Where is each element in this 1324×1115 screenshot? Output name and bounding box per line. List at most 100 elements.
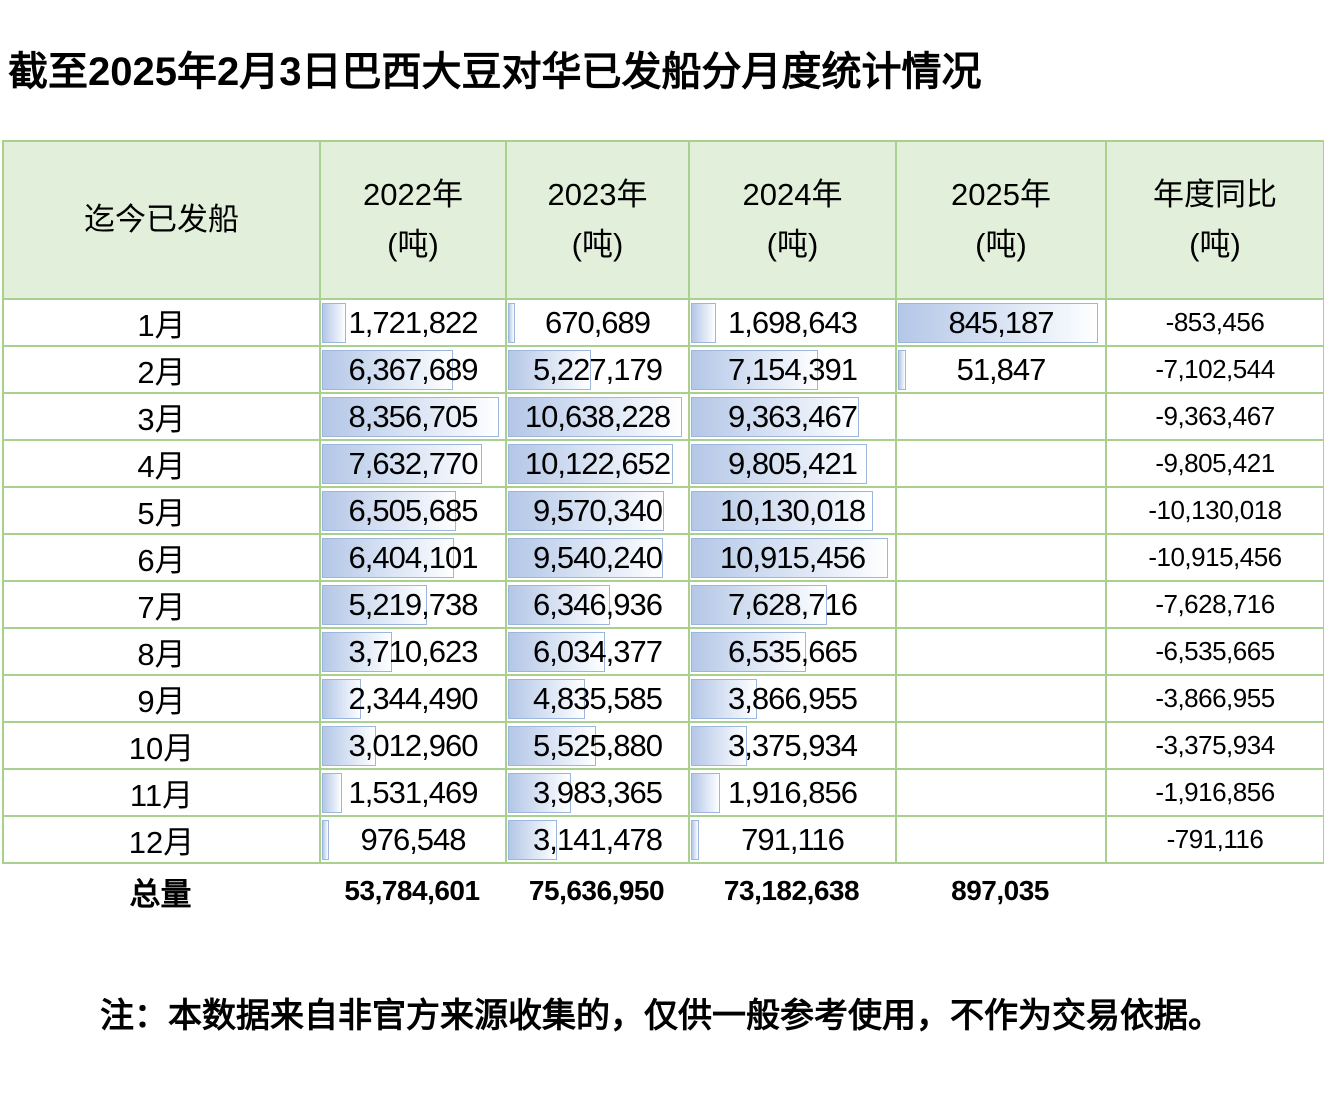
yoy-cell: -10,130,018	[1105, 486, 1324, 535]
month-cell: 4月	[2, 439, 321, 488]
table-row: 6月 6,404,101 9,540,240 10,915,456 -10,915,45…	[2, 533, 1324, 582]
cell-value: 6,346,936	[533, 586, 663, 622]
value-cell: 9,570,340	[505, 486, 690, 535]
cell-value: 670,689	[544, 304, 651, 340]
data-bar	[322, 819, 330, 860]
data-bar	[691, 302, 716, 343]
value-cell: 6,034,377	[505, 627, 690, 676]
data-bar	[691, 819, 700, 860]
value-cell	[895, 580, 1107, 629]
cell-value: 3,983,365	[533, 774, 663, 810]
cell-value: 10,122,652	[524, 445, 671, 481]
value-cell: 51,847	[895, 345, 1107, 394]
value-cell	[895, 486, 1107, 535]
cell-value: 3,866,955	[728, 680, 858, 716]
cell-value: 6,367,689	[348, 351, 479, 387]
cell-value: 845,187	[948, 304, 1054, 340]
data-bar	[691, 772, 721, 813]
shipments-table: 迄今已发船 2022年 (吨) 2023年 (吨) 2024年 (吨) 2025…	[2, 140, 1324, 864]
column-header-2024: 2024年 (吨)	[688, 140, 897, 300]
data-bar	[691, 678, 757, 719]
value-cell: 9,805,421	[688, 439, 897, 488]
data-bar	[508, 772, 571, 813]
value-cell: 3,866,955	[688, 674, 897, 723]
data-bar	[691, 631, 807, 672]
month-cell: 8月	[2, 627, 321, 676]
month-cell: 9月	[2, 674, 321, 723]
cell-value: 791,116	[741, 821, 845, 857]
data-bar	[322, 490, 457, 531]
totals-label: 总量	[129, 876, 192, 912]
value-cell: 3,012,960	[319, 721, 507, 770]
month-cell: 10月	[2, 721, 321, 770]
data-bar	[691, 537, 888, 578]
cell-value: 3,710,623	[348, 633, 479, 669]
cell-value: 5,219,738	[348, 586, 479, 622]
total-y2022: 53,784,601	[344, 875, 480, 906]
data-bar	[691, 584, 827, 625]
data-bar	[508, 819, 557, 860]
value-cell: 6,535,665	[688, 627, 897, 676]
yoy-cell: -9,805,421	[1105, 439, 1324, 488]
value-cell: 6,346,936	[505, 580, 690, 629]
total-y2025: 897,035	[951, 875, 1049, 906]
data-bar	[508, 396, 682, 437]
data-bar	[322, 537, 454, 578]
table-row: 8月 3,710,623 6,034,377 6,535,665 -6,535,665	[2, 627, 1324, 676]
value-cell	[895, 392, 1107, 441]
cell-value: 7,154,391	[728, 351, 858, 387]
value-cell: 791,116	[688, 815, 897, 864]
data-bar	[898, 302, 1098, 343]
data-bar	[508, 302, 516, 343]
cell-value: 1,916,856	[728, 774, 858, 810]
month-cell: 7月	[2, 580, 321, 629]
data-bar	[508, 584, 611, 625]
data-bar	[691, 725, 748, 766]
cell-value: 6,535,665	[728, 633, 858, 669]
cell-value: 9,540,240	[533, 539, 663, 575]
value-cell: 9,540,240	[505, 533, 690, 582]
value-cell: 3,983,365	[505, 768, 690, 817]
cell-value: 7,628,716	[728, 586, 858, 622]
yoy-cell: -9,363,467	[1105, 392, 1324, 441]
table-row: 7月 5,219,738 6,346,936 7,628,716 -7,628,716	[2, 580, 1324, 629]
data-bar	[322, 584, 427, 625]
yoy-cell: -3,375,934	[1105, 721, 1324, 770]
value-cell: 5,219,738	[319, 580, 507, 629]
yoy-cell: -10,915,456	[1105, 533, 1324, 582]
total-y2024: 73,182,638	[723, 875, 860, 906]
yoy-cell: -853,456	[1105, 298, 1324, 347]
value-cell: 4,835,585	[505, 674, 690, 723]
month-cell: 1月	[2, 298, 321, 347]
value-cell	[895, 721, 1107, 770]
value-cell: 3,375,934	[688, 721, 897, 770]
totals-row: 总量 53,784,601 75,636,950 73,182,638 897,…	[2, 864, 1324, 918]
data-bar	[322, 725, 377, 766]
data-bar	[691, 396, 859, 437]
table-row: 11月 1,531,469 3,983,365 1,916,856 -1,916,856	[2, 768, 1324, 817]
cell-value: 6,505,685	[348, 492, 479, 528]
value-cell	[895, 768, 1107, 817]
value-cell: 7,632,770	[319, 439, 507, 488]
yoy-cell: -3,866,955	[1105, 674, 1324, 723]
table-row: 3月 8,356,705 10,638,228 9,363,467 -9,363,467	[2, 392, 1324, 441]
data-bar	[691, 443, 868, 484]
table-body: 1月 1,721,822 670,689 1,698,643 845,187 -853,4…	[2, 298, 1324, 864]
cell-value: 6,034,377	[533, 633, 663, 669]
header-row: 迄今已发船 2022年 (吨) 2023年 (吨) 2024年 (吨) 2025…	[2, 140, 1324, 300]
cell-value: 4,835,585	[533, 680, 663, 716]
data-bar	[322, 349, 453, 390]
cell-value: 6,404,101	[348, 539, 479, 575]
value-cell: 3,710,623	[319, 627, 507, 676]
data-bar	[508, 443, 674, 484]
yoy-cell: -7,628,716	[1105, 580, 1324, 629]
data-bar	[508, 678, 585, 719]
month-cell: 11月	[2, 768, 321, 817]
cell-value: 5,525,880	[533, 727, 663, 763]
data-bar	[508, 537, 664, 578]
month-cell: 3月	[2, 392, 321, 441]
cell-value: 51,847	[956, 351, 1047, 387]
data-bar	[322, 678, 361, 719]
page-title: 截至2025年2月3日巴西大豆对华已发船分月度统计情况	[8, 50, 982, 94]
data-bar	[508, 490, 664, 531]
